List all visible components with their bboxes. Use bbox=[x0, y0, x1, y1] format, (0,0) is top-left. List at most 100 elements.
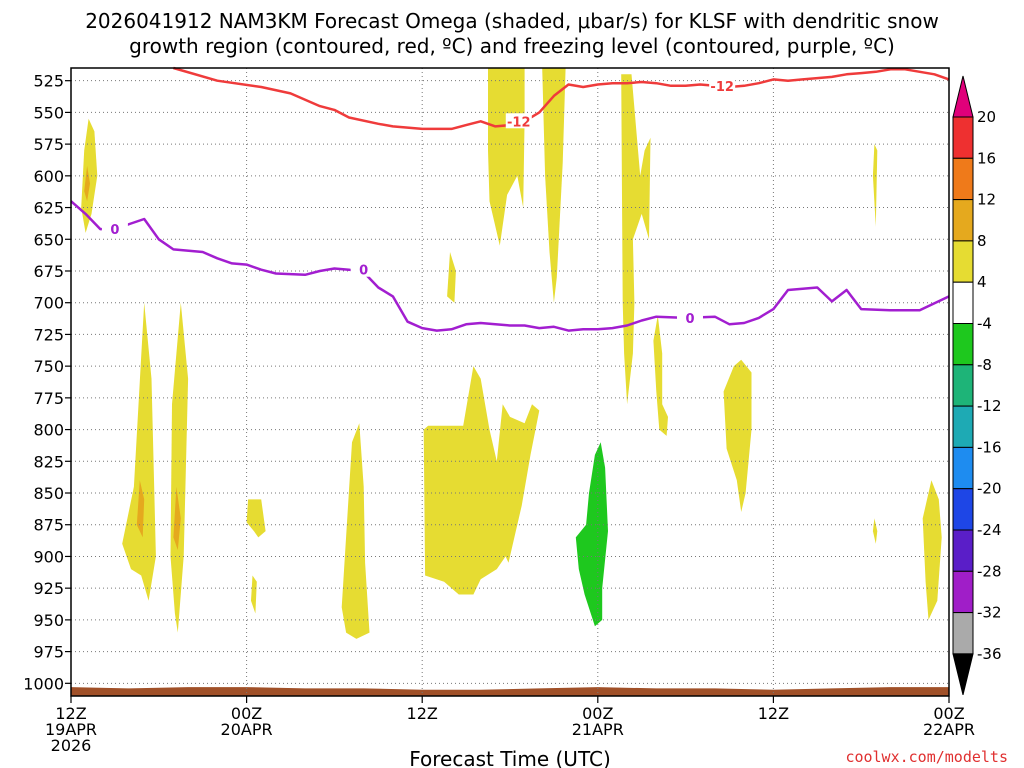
colorbar: 20 16 12 8 4 -4 -8 -12 -16 -20 -24 -28 -32 -36 bbox=[952, 75, 1002, 696]
y-tick-label-1: 550 bbox=[33, 103, 64, 122]
omega-region-15 bbox=[653, 315, 668, 436]
y-tick-label-10: 775 bbox=[33, 389, 64, 408]
y-tick-label-5: 650 bbox=[33, 230, 64, 249]
omega-region-2 bbox=[122, 302, 156, 601]
omega-region-6 bbox=[246, 499, 266, 538]
colorbar-label-5: -4 bbox=[977, 315, 992, 333]
colorbar-label-4: 4 bbox=[977, 273, 987, 291]
omega-region-13 bbox=[575, 442, 608, 627]
colorbar-box-1 bbox=[952, 116, 974, 159]
x-tick-label-5-1: 22APR bbox=[923, 720, 975, 739]
colorbar-label-13: -36 bbox=[977, 645, 1002, 663]
terrain-fill bbox=[71, 687, 949, 696]
colorbar-label-7: -12 bbox=[977, 397, 1002, 415]
contour-line-minus12 bbox=[173, 66, 950, 131]
omega-region-10 bbox=[423, 366, 540, 595]
x-tick-label-3-0: 00Z bbox=[582, 704, 613, 723]
colorbar-label-11: -28 bbox=[977, 562, 1002, 580]
contour-lines bbox=[70, 66, 950, 332]
omega-region-7 bbox=[251, 575, 257, 614]
colorbar-box-12 bbox=[952, 570, 974, 614]
contour-label-3: 0 bbox=[359, 264, 368, 279]
x-tick-label-1-0: 00Z bbox=[231, 704, 262, 723]
y-tick-label-16: 925 bbox=[33, 579, 64, 598]
chart-title-line1: 2026041912 NAM3KM Forecast Omega (shaded… bbox=[85, 9, 939, 33]
colorbar-box-3 bbox=[952, 199, 974, 242]
omega-region-16 bbox=[723, 359, 752, 512]
colorbar-box-2 bbox=[952, 157, 974, 201]
credit-text: coolwx.com/modelts bbox=[845, 748, 1008, 766]
omega-region-5 bbox=[173, 486, 181, 551]
y-tick-label-6: 675 bbox=[33, 262, 64, 281]
x-tick-label-0-1: 19APR bbox=[45, 720, 97, 739]
contour-line-zero bbox=[70, 200, 950, 332]
y-tick-label-8: 725 bbox=[33, 325, 64, 344]
colorbar-label-2: 12 bbox=[977, 191, 996, 209]
colorbar-label-1: 16 bbox=[977, 149, 996, 167]
omega-region-0 bbox=[81, 118, 98, 233]
y-tick-label-0: 525 bbox=[33, 72, 64, 91]
x-tick-label-2-0: 12Z bbox=[407, 704, 438, 723]
x-axis-title: Forecast Time (UTC) bbox=[409, 747, 611, 768]
omega-region-8 bbox=[341, 423, 370, 639]
x-tick-label-5-0: 00Z bbox=[933, 704, 964, 723]
colorbar-bottom-arrow bbox=[952, 653, 974, 696]
y-tick-label-12: 825 bbox=[33, 452, 64, 471]
colorbar-label-6: -8 bbox=[977, 356, 992, 374]
y-tick-label-13: 850 bbox=[33, 484, 64, 503]
y-tick-label-4: 625 bbox=[33, 199, 64, 218]
colorbar-box-9 bbox=[952, 446, 974, 490]
colorbar-box-8 bbox=[952, 405, 974, 448]
chart-title-line2: growth region (contoured, red, ºC) and f… bbox=[129, 34, 895, 58]
terrain-layer bbox=[71, 687, 949, 696]
colorbar-box-11 bbox=[952, 529, 974, 572]
omega-region-14 bbox=[621, 74, 651, 405]
x-tick-label-4-0: 12Z bbox=[758, 704, 789, 723]
colorbar-label-8: -16 bbox=[977, 438, 1002, 456]
contour-label-bg-0 bbox=[505, 113, 532, 129]
y-tick-label-14: 875 bbox=[33, 516, 64, 535]
y-tick-label-3: 600 bbox=[33, 167, 64, 186]
contour-label-bg-4 bbox=[676, 309, 703, 325]
omega-shading bbox=[81, 68, 942, 639]
omega-region-12 bbox=[542, 68, 566, 303]
x-tick-label-3-1: 21APR bbox=[572, 720, 624, 739]
colorbar-label-12: -32 bbox=[977, 604, 1002, 622]
y-tick-label-11: 800 bbox=[33, 421, 64, 440]
omega-region-19 bbox=[922, 480, 942, 620]
contour-label-bg-3 bbox=[350, 261, 377, 277]
colorbar-box-5 bbox=[952, 281, 974, 325]
omega-region-1 bbox=[84, 165, 90, 202]
colorbar-box-6 bbox=[952, 323, 974, 366]
colorbar-box-10 bbox=[952, 488, 974, 531]
colorbar-label-0: 20 bbox=[977, 108, 996, 126]
colorbar-label-3: 8 bbox=[977, 232, 987, 250]
colorbar-box-13 bbox=[952, 612, 974, 655]
colorbar-box-7 bbox=[952, 364, 974, 407]
contour-label-bg-1 bbox=[709, 77, 736, 93]
y-tick-label-15: 900 bbox=[33, 547, 64, 566]
contour-label-2: 0 bbox=[110, 223, 119, 238]
y-tick-label-7: 700 bbox=[33, 294, 64, 313]
x-tick-label-1-1: 20APR bbox=[221, 720, 273, 739]
colorbar-label-10: -24 bbox=[977, 521, 1002, 539]
y-tick-label-18: 975 bbox=[33, 643, 64, 662]
colorbar-top-arrow bbox=[952, 75, 974, 118]
x-tick-label-0-0: 12Z bbox=[55, 704, 86, 723]
y-tick-label-2: 575 bbox=[33, 135, 64, 154]
contour-label-0: -12 bbox=[507, 115, 531, 130]
contour-label-4: 0 bbox=[685, 312, 694, 327]
colorbar-label-9: -20 bbox=[977, 480, 1002, 498]
plot-frame bbox=[70, 67, 950, 697]
contour-label-bg-2 bbox=[101, 221, 128, 237]
contour-labels: -12 -12 0 0 0 bbox=[101, 77, 736, 327]
omega-region-18 bbox=[872, 518, 878, 544]
colorbar-box-4 bbox=[952, 240, 974, 283]
contour-label-1: -12 bbox=[710, 80, 734, 95]
omega-region-17 bbox=[872, 144, 878, 227]
omega-region-9 bbox=[447, 252, 456, 303]
omega-region-11 bbox=[488, 68, 525, 246]
y-axis: 525 550 575 600 625 650 675 700 725 750 775 800 825 8… bbox=[23, 72, 71, 693]
